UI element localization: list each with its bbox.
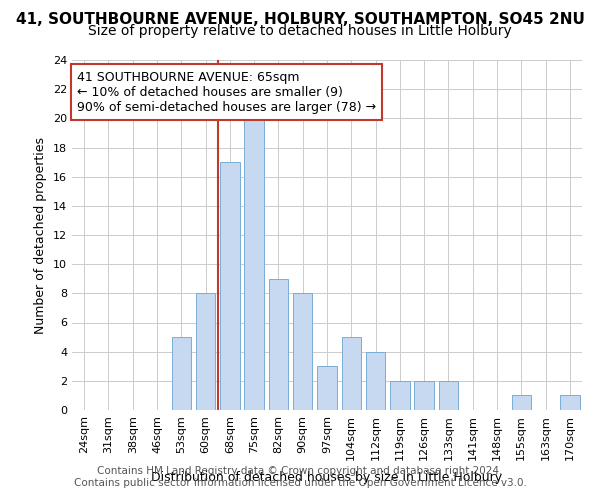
Bar [366, 352, 385, 410]
Bar [390, 381, 410, 410]
Text: Size of property relative to detached houses in Little Holbury: Size of property relative to detached ho… [88, 24, 512, 38]
Bar [317, 366, 337, 410]
Bar [269, 279, 288, 410]
Bar [196, 294, 215, 410]
Bar [293, 294, 313, 410]
Bar [439, 381, 458, 410]
Bar [220, 162, 239, 410]
Text: Contains HM Land Registry data © Crown copyright and database right 2024.
Contai: Contains HM Land Registry data © Crown c… [74, 466, 526, 487]
Bar [172, 337, 191, 410]
X-axis label: Distribution of detached houses by size in Little Holbury: Distribution of detached houses by size … [151, 471, 503, 484]
Bar [415, 381, 434, 410]
Bar [244, 118, 264, 410]
Bar [341, 337, 361, 410]
Bar [512, 396, 531, 410]
Bar [560, 396, 580, 410]
Text: 41, SOUTHBOURNE AVENUE, HOLBURY, SOUTHAMPTON, SO45 2NU: 41, SOUTHBOURNE AVENUE, HOLBURY, SOUTHAM… [16, 12, 584, 28]
Y-axis label: Number of detached properties: Number of detached properties [34, 136, 47, 334]
Text: 41 SOUTHBOURNE AVENUE: 65sqm
← 10% of detached houses are smaller (9)
90% of sem: 41 SOUTHBOURNE AVENUE: 65sqm ← 10% of de… [77, 70, 376, 114]
